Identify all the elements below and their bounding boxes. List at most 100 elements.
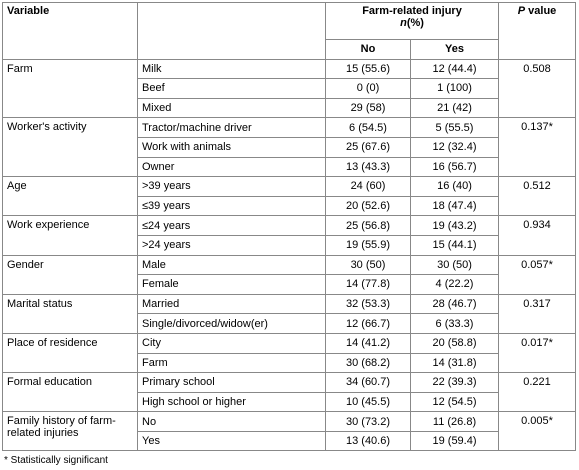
subcategory: Farm bbox=[137, 352, 326, 374]
subcategory: City bbox=[137, 332, 326, 354]
footnote: * Statistically significant bbox=[4, 455, 108, 466]
subcategory: >24 years bbox=[137, 234, 326, 256]
count-yes: 14 (31.8) bbox=[409, 352, 500, 374]
count-no: 20 (52.6) bbox=[325, 195, 411, 217]
table-row: Worker's activity Tractor/machine driver 6… bbox=[2, 117, 577, 178]
p-value: 0.512 bbox=[498, 176, 577, 217]
count-no: 30 (73.2) bbox=[325, 411, 411, 432]
count-no: 19 (55.9) bbox=[325, 234, 411, 256]
count-no: 30 (50) bbox=[325, 254, 411, 276]
subcategory: ≤39 years bbox=[137, 195, 326, 217]
table-body: Farm Milk 15 (55.6) 12 (44.4) 0.508 Beef 0 (0)… bbox=[2, 58, 577, 452]
header-pct: (%) bbox=[406, 17, 424, 29]
variable: Work experience bbox=[2, 215, 138, 256]
header-p-letter: P bbox=[517, 5, 526, 17]
subcategory: Female bbox=[137, 274, 326, 295]
count-yes: 1 (100) bbox=[409, 78, 500, 99]
subcategory: Owner bbox=[137, 156, 326, 178]
count-yes: 15 (44.1) bbox=[409, 234, 500, 256]
variable: Place of residence bbox=[2, 332, 138, 374]
count-yes: 11 (26.8) bbox=[409, 411, 500, 432]
p-value: 0.137* bbox=[498, 117, 577, 178]
header-variable: Variable bbox=[2, 2, 138, 60]
count-yes: 30 (50) bbox=[409, 254, 500, 276]
variable: Marital status bbox=[2, 293, 138, 334]
count-no: 32 (53.3) bbox=[325, 293, 411, 315]
subcategory: Male bbox=[137, 254, 326, 276]
header-yes: Yes bbox=[409, 39, 500, 60]
count-yes: 12 (54.5) bbox=[409, 391, 500, 413]
subcategory: Tractor/machine driver bbox=[137, 117, 326, 138]
count-no: 13 (43.3) bbox=[325, 156, 411, 178]
p-value: 0.934 bbox=[498, 215, 577, 256]
subcategory: >39 years bbox=[137, 176, 326, 197]
table-row: Female 14 (77.8) 4 (22.2) bbox=[3, 274, 576, 295]
count-yes: 20 (58.8) bbox=[409, 332, 500, 354]
table-row: Single/divorced/widow(er) 12 (66.7) 6 (33.… bbox=[3, 313, 576, 334]
count-no: 25 (56.8) bbox=[325, 215, 411, 236]
subcategory: High school or higher bbox=[137, 391, 326, 413]
table-row: Formal education Primary school 34 (60.7) 2… bbox=[2, 372, 577, 413]
p-value: 0.221 bbox=[498, 372, 577, 413]
header-no: No bbox=[325, 39, 411, 60]
count-yes: 28 (46.7) bbox=[409, 293, 500, 315]
subcategory: Married bbox=[137, 293, 326, 315]
count-yes: 12 (32.4) bbox=[409, 136, 500, 158]
p-value: 0.005* bbox=[498, 411, 577, 452]
count-yes: 16 (40) bbox=[409, 176, 500, 197]
table-row: Work experience ≤24 years 25 (56.8) 19 (43.… bbox=[2, 215, 577, 256]
count-no: 24 (60) bbox=[325, 176, 411, 197]
header-injury: Farm-related injury n(%) bbox=[324, 2, 500, 40]
count-no: 30 (68.2) bbox=[325, 352, 411, 374]
count-no: 14 (77.8) bbox=[325, 274, 411, 295]
subcategory: ≤24 years bbox=[137, 215, 326, 236]
subcategory: Primary school bbox=[137, 372, 326, 393]
count-no: 25 (67.6) bbox=[325, 136, 411, 158]
count-yes: 4 (22.2) bbox=[409, 274, 500, 295]
header-blank bbox=[137, 2, 326, 60]
count-yes: 16 (56.7) bbox=[409, 156, 500, 178]
table-row: Age >39 years 24 (60) 16 (40) 0.512 bbox=[2, 176, 577, 217]
count-no: 29 (58) bbox=[325, 97, 411, 119]
count-no: 34 (60.7) bbox=[325, 372, 411, 393]
count-yes: 22 (39.3) bbox=[409, 372, 500, 393]
table-row: Yes 13 (40.6) 19 (59.4) bbox=[3, 430, 576, 452]
subcategory: Work with animals bbox=[137, 136, 326, 158]
variable: Worker's activity bbox=[2, 117, 138, 178]
count-no: 14 (41.2) bbox=[325, 332, 411, 354]
subcategory: Yes bbox=[137, 430, 326, 452]
variable: Farm bbox=[2, 58, 138, 119]
p-value: 0.017* bbox=[498, 332, 577, 374]
header-n: n bbox=[400, 17, 407, 29]
count-no: 15 (55.6) bbox=[325, 58, 411, 80]
count-no: 12 (66.7) bbox=[325, 313, 411, 334]
subcategory: Mixed bbox=[137, 97, 326, 119]
count-no: 10 (45.5) bbox=[325, 391, 411, 413]
table-row: Mixed 29 (58) 21 (42) bbox=[3, 97, 576, 119]
variable: Formal education bbox=[2, 372, 138, 413]
count-yes: 19 (43.2) bbox=[409, 215, 500, 236]
table-row: Farm Milk 15 (55.6) 12 (44.4) 0.508 bbox=[2, 58, 577, 119]
count-yes: 5 (55.5) bbox=[409, 117, 500, 138]
subcategory: Milk bbox=[137, 58, 326, 80]
count-yes: 12 (44.4) bbox=[409, 58, 500, 80]
header-p: P value bbox=[498, 2, 577, 60]
count-no: 13 (40.6) bbox=[325, 430, 411, 452]
subcategory: Beef bbox=[137, 78, 326, 99]
p-value: 0.057* bbox=[498, 254, 577, 295]
table-row: Place of residence City 14 (41.2) 20 (58.8)… bbox=[2, 332, 577, 374]
table-row: Marital status Married 32 (53.3) 28 (46.7) 0… bbox=[2, 293, 577, 334]
results-table: Variable Farm-related injury n(%) P value… bbox=[2, 2, 577, 452]
count-yes: 19 (59.4) bbox=[409, 430, 500, 452]
count-yes: 18 (47.4) bbox=[409, 195, 500, 217]
p-value: 0.508 bbox=[498, 58, 577, 119]
header-p-rest: value bbox=[525, 5, 557, 17]
count-yes: 21 (42) bbox=[409, 97, 500, 119]
count-yes: 6 (33.3) bbox=[409, 313, 500, 334]
table-row: Gender Male 30 (50) 30 (50) 0.057* bbox=[2, 254, 577, 295]
variable: Gender bbox=[2, 254, 138, 295]
count-no: 0 (0) bbox=[325, 78, 411, 99]
subcategory: No bbox=[137, 411, 326, 432]
count-no: 6 (54.5) bbox=[325, 117, 411, 138]
